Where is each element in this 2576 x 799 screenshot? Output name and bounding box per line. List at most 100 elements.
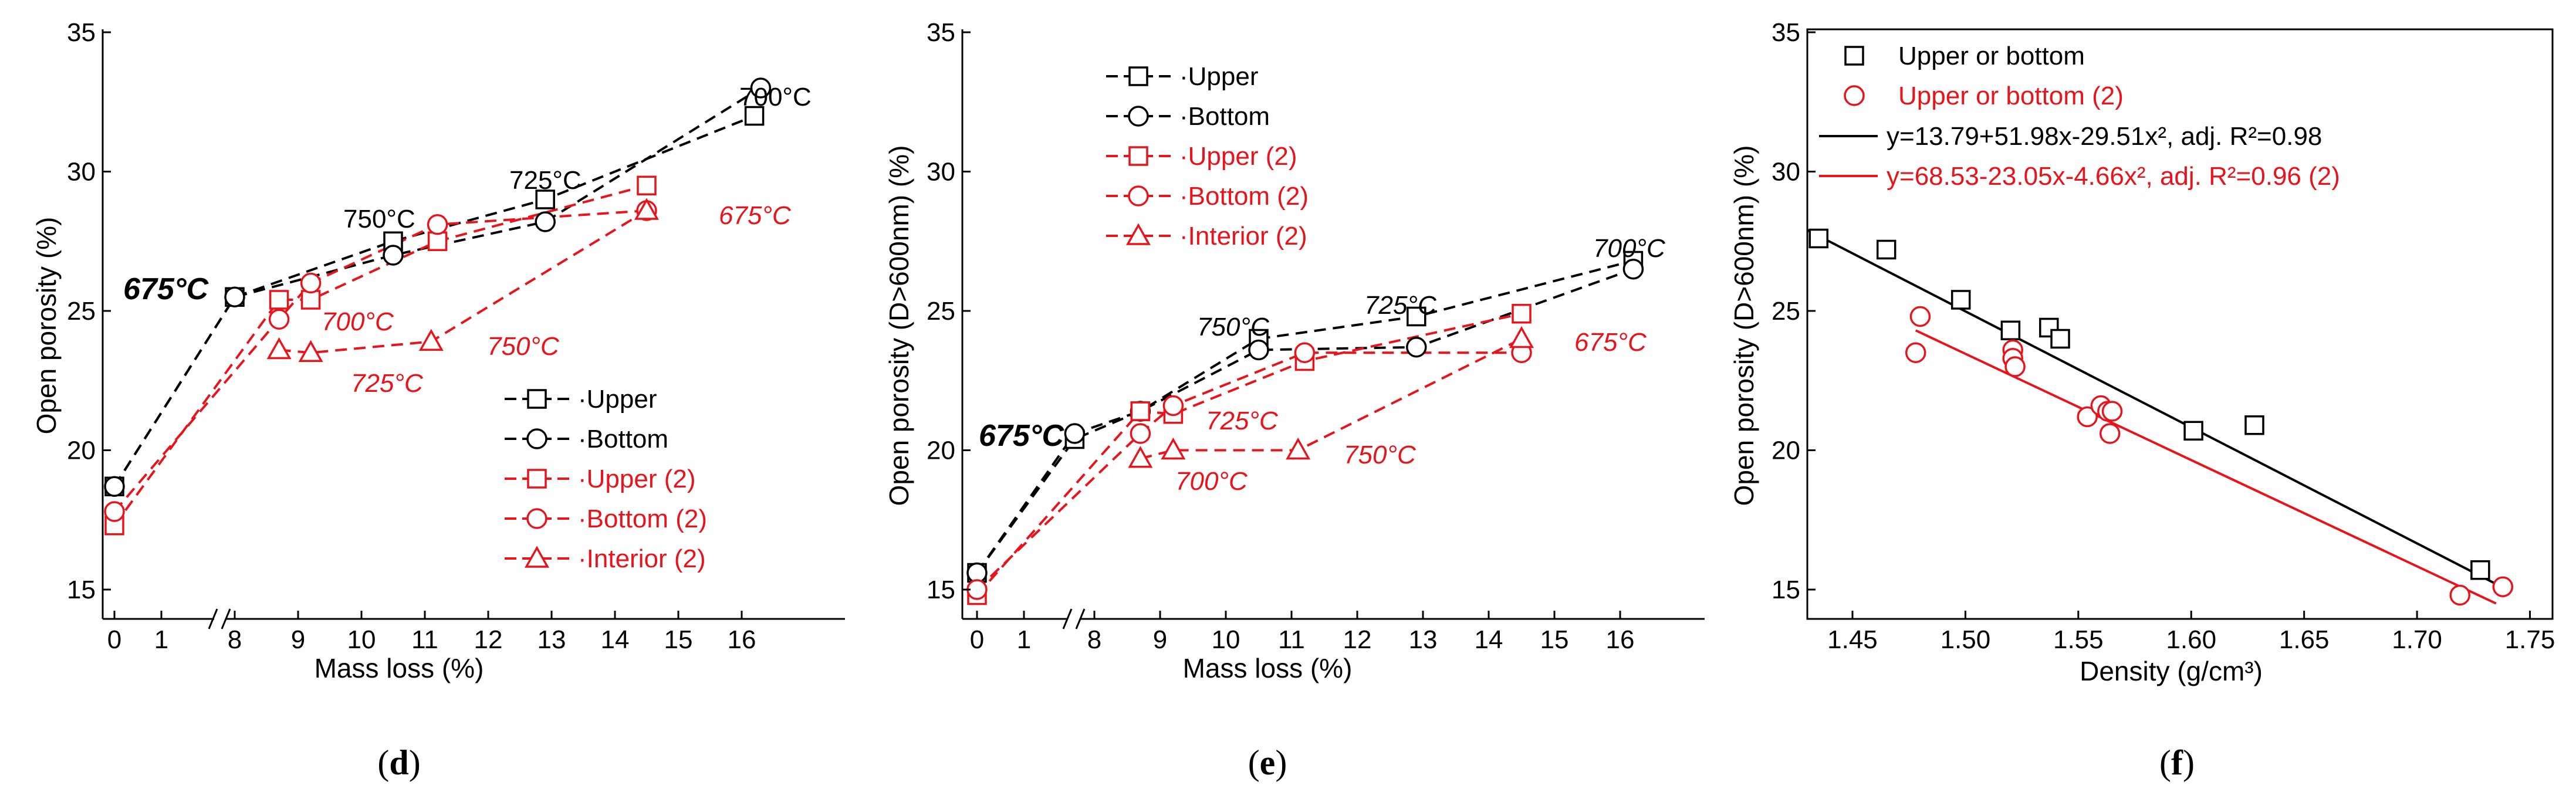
data-point-series-0 (535, 189, 555, 209)
data-point-series-1 (224, 286, 245, 307)
data-point-series-2 (300, 290, 321, 310)
legend-entry-label: Upper or bottom (2) (1898, 82, 2124, 110)
x-tick-label: 16 (728, 625, 756, 654)
data-point-series-3 (300, 272, 322, 294)
y-tick-label: 25 (67, 297, 96, 326)
x-tick-label: 0 (107, 625, 121, 654)
data-point-series-0 (2000, 320, 2021, 340)
data-point-series-2 (269, 290, 289, 310)
x-tick-label: 1.55 (2053, 625, 2104, 654)
series-line-1 (113, 87, 762, 487)
y-tick-label: 30 (927, 158, 955, 187)
legend-marker (527, 469, 547, 489)
panel-d-annotation-750-red: 750°C (487, 332, 560, 361)
panel-d-annotation-700-red: 700°C (322, 307, 394, 336)
panel-f-label: (f) (2159, 743, 2195, 782)
legend-entry-label: ·Bottom (2) (1179, 182, 1309, 211)
legend-entry-label: ·Upper (2) (1179, 142, 1297, 171)
data-point-series-1 (1064, 423, 1086, 444)
panel-f-y-axis-label: Open porosity (D>600nm) (%) (1729, 145, 1759, 506)
panel-e-annotation-675-red: 675°C (1574, 328, 1647, 357)
x-tick-label: 9 (1153, 625, 1167, 654)
legend-marker (1844, 46, 1864, 66)
data-point-series-3 (104, 501, 125, 522)
panel-e: 15 20 25 30 35 0 1 8 9 10 11 12 13 14 15 16 Mass loss … (884, 18, 1705, 782)
legend-marker (525, 546, 549, 568)
x-tick-label: 1 (1017, 625, 1031, 654)
legend-entry-label: ·Bottom (578, 425, 668, 453)
panel-e-legend: ·Upper ·Bottom ·Upper (2) ·Bottom (2) ·Inter… (1106, 62, 1309, 250)
y-tick-label: 35 (1772, 18, 1800, 47)
x-tick-label: 11 (1278, 625, 1305, 654)
x-tick-label: 11 (411, 625, 438, 654)
panel-d-legend: ·Upper ·Bottom ·Upper (2) ·Bottom (2) ·Inter… (505, 385, 707, 573)
data-point-series-0 (2470, 560, 2490, 580)
panel-d-x-ticks: 0 1 8 9 10 11 12 13 14 15 16 (107, 611, 756, 654)
legend-entry-label: ·Interior (2) (578, 544, 706, 573)
legend-marker (1128, 146, 1148, 166)
legend-fit-label: y=68.53-23.05x-4.66x², adj. R²=0.96 (2) (1887, 162, 2340, 191)
panel-d-annotation-725-black: 725°C (509, 166, 582, 195)
legend-entry-label: Upper or bottom (1898, 42, 2085, 70)
series-line-1 (976, 268, 1634, 574)
x-tick-label: 13 (1409, 625, 1438, 654)
legend-marker (1128, 185, 1149, 206)
x-tick-label: 1.60 (2166, 625, 2216, 654)
panel-e-annotation-700-black: 700°C (1593, 234, 1666, 263)
legend-entry-label: ·Upper (1179, 62, 1259, 91)
legend-entry-label: ·Bottom (1179, 102, 1270, 131)
x-tick-label: 13 (537, 625, 566, 654)
data-point-series-1 (2004, 356, 2026, 377)
legend-entry-label: ·Interior (2) (1179, 222, 1307, 250)
data-point-series-3 (268, 309, 290, 330)
x-tick-label: 1.50 (1941, 625, 1991, 654)
x-tick-label: 12 (1343, 625, 1372, 654)
data-point-series-3 (1130, 423, 1151, 444)
series-line-2 (976, 312, 1522, 596)
x-tick-label: 1 (154, 625, 168, 654)
panel-d-annotation-700-black: 700°C (739, 83, 812, 111)
data-point-series-1 (1905, 342, 1926, 363)
data-point-series-4 (634, 198, 659, 220)
data-point-series-1 (535, 211, 556, 232)
data-point-series-0 (744, 106, 765, 126)
data-point-series-3 (1162, 395, 1184, 417)
data-point-series-4 (418, 329, 444, 351)
x-tick-label: 9 (291, 625, 305, 654)
y-tick-label: 15 (927, 575, 955, 604)
data-point-series-0 (1407, 306, 1426, 327)
panel-e-annotation-675-black: 675°C (979, 419, 1065, 453)
x-tick-label: 14 (1475, 625, 1503, 654)
series-line-2 (113, 184, 647, 526)
panel-f-frame (1806, 28, 2554, 620)
data-point-series-4 (1286, 437, 1311, 460)
x-tick-label: 10 (347, 625, 376, 654)
y-tick-label: 25 (927, 297, 955, 326)
panel-e-annotation-700-red: 700°C (1175, 467, 1248, 496)
panel-e-x-ticks: 0 1 8 9 10 11 12 13 14 15 16 (970, 611, 1635, 654)
data-point-series-1 (2449, 584, 2470, 606)
panel-d-plot-area (104, 77, 772, 536)
legend-entry-label: ·Bottom (2) (578, 505, 707, 533)
series-line-3 (113, 209, 647, 513)
fit-line-0 (1807, 229, 2497, 585)
fit-line-1 (1915, 329, 2497, 605)
panel-d-annotation-675-red: 675°C (719, 201, 792, 230)
data-point-series-1 (2099, 423, 2121, 444)
x-tick-label: 16 (1606, 625, 1635, 654)
data-point-series-1 (1909, 306, 1931, 327)
x-tick-label: 1.65 (2279, 625, 2330, 654)
data-point-series-1 (1406, 337, 1427, 358)
panel-e-annotation-725-black: 725°C (1364, 291, 1437, 320)
panel-f-plot-area (1807, 228, 2514, 606)
panel-f-y-ticks: 15 20 25 30 35 (1772, 18, 1816, 604)
x-tick-label: 14 (601, 625, 630, 654)
data-point-series-0 (1950, 290, 1971, 310)
data-point-series-2 (1130, 401, 1151, 421)
y-tick-label: 15 (67, 575, 96, 604)
data-point-series-1 (2077, 406, 2098, 428)
panel-e-annotation-750-red: 750°C (1344, 441, 1417, 469)
data-point-series-1 (1248, 339, 1269, 361)
